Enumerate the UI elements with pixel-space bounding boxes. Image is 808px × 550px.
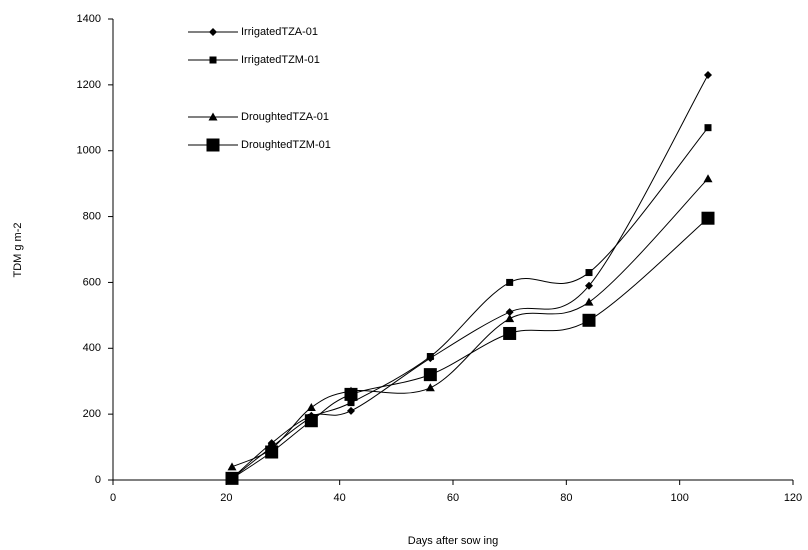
x-tick-label: 120 (784, 492, 802, 504)
marker (344, 387, 358, 401)
legend-marker (208, 112, 218, 121)
y-tick-label: 0 (95, 474, 101, 486)
marker (423, 368, 437, 382)
x-tick-label: 20 (220, 492, 232, 504)
marker (703, 174, 713, 183)
x-axis-label: Days after sow ing (408, 535, 498, 547)
series-line (231, 127, 709, 479)
marker (585, 269, 593, 277)
x-tick-label: 40 (334, 492, 346, 504)
marker (704, 70, 712, 79)
marker (582, 313, 596, 327)
y-tick-label: 1400 (77, 13, 101, 25)
marker (347, 406, 355, 415)
marker (585, 281, 593, 290)
y-tick-label: 200 (83, 408, 101, 420)
legend-label: DroughtedTZM-01 (241, 139, 331, 151)
marker (704, 124, 712, 132)
legend-label: IrrigatedTZM-01 (241, 54, 320, 66)
marker (306, 403, 316, 412)
marker (505, 314, 515, 323)
legend-label: DroughtedTZA-01 (241, 111, 329, 123)
y-tick-label: 600 (83, 276, 101, 288)
legend-marker (209, 56, 217, 64)
marker (505, 308, 514, 317)
marker (304, 414, 318, 428)
y-tick-label: 1200 (77, 79, 101, 91)
marker (347, 399, 355, 407)
legend-label: IrrigatedTZA-01 (241, 26, 318, 38)
marker (227, 462, 237, 471)
marker (265, 445, 279, 459)
marker (701, 211, 715, 225)
series-line (231, 74, 709, 479)
x-tick-label: 60 (447, 492, 459, 504)
marker (425, 383, 435, 392)
marker (225, 471, 239, 485)
y-axis-label: TDM g m-2 (12, 223, 24, 278)
marker (503, 326, 517, 340)
marker (506, 278, 514, 286)
y-tick-label: 400 (83, 342, 101, 354)
y-tick-label: 800 (83, 210, 101, 222)
marker (426, 353, 434, 361)
legend-marker (209, 28, 217, 36)
x-tick-label: 80 (560, 492, 572, 504)
legend-marker (206, 138, 220, 152)
y-tick-label: 1000 (77, 145, 101, 157)
marker (584, 297, 594, 306)
x-tick-label: 100 (670, 492, 688, 504)
x-tick-label: 0 (110, 492, 116, 504)
series-line (231, 178, 709, 468)
